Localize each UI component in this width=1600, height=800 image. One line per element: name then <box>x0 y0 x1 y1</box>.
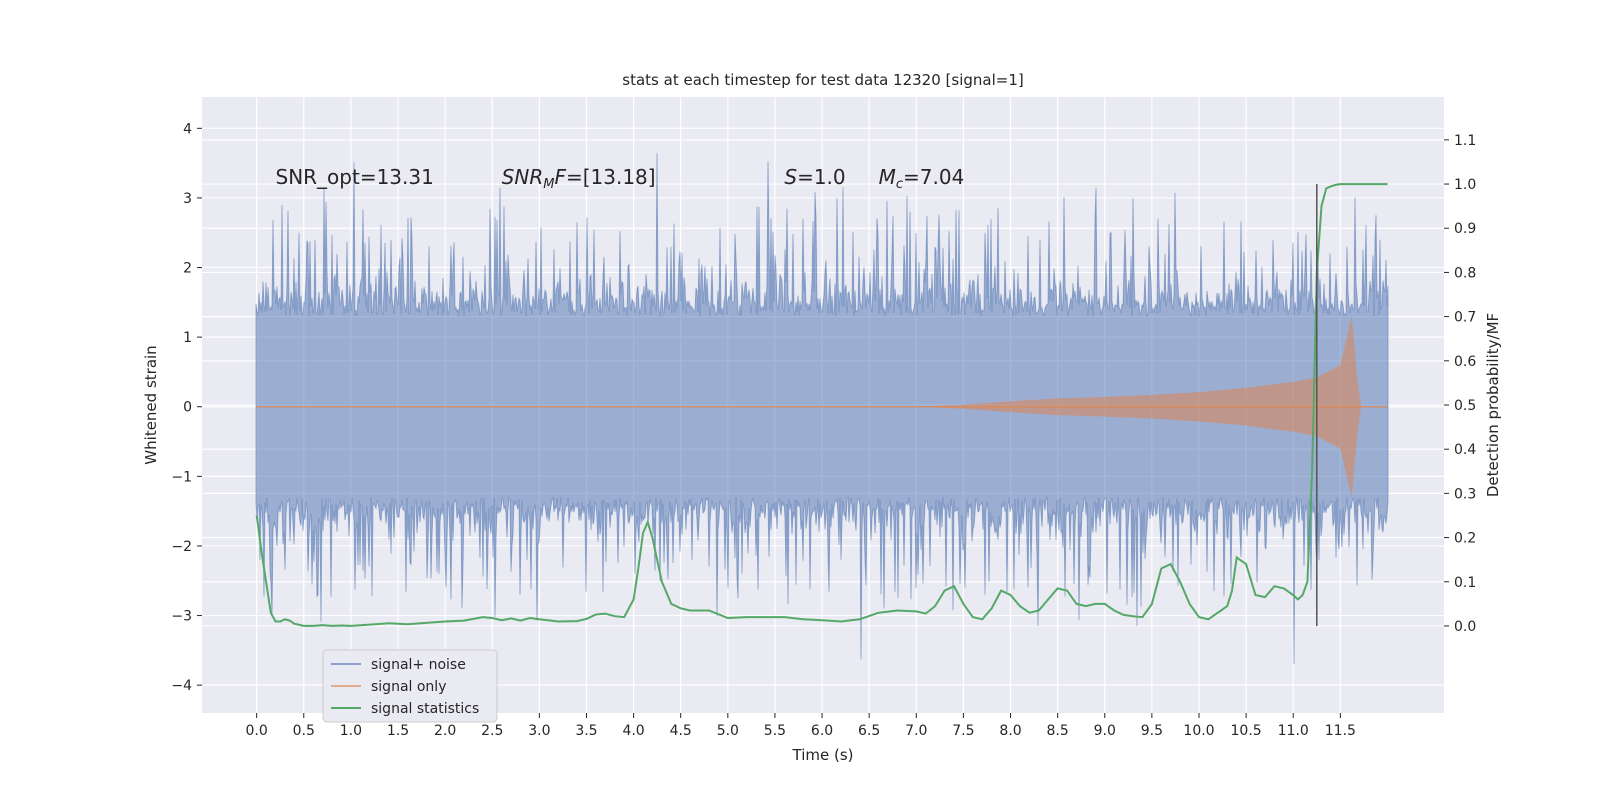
signal-statistics-line <box>255 183 1388 627</box>
x-tick-label: 7.5 <box>952 723 974 739</box>
y-right-tick-label: 0.6 <box>1454 354 1476 370</box>
x-axis-ticks: 0.0 0.5 1.0 1.5 2.0 2.5 3.0 3.5 4.0 4.5 5.0 5.5 6.0 6… <box>246 713 1356 739</box>
x-tick-label: 6.0 <box>811 723 833 739</box>
legend-box <box>322 649 498 723</box>
y-right-tick-label: 0.5 <box>1454 398 1476 414</box>
y-right-tick-label: 0.0 <box>1454 619 1476 635</box>
legend-entry-signal-statistics: signal statistics <box>371 701 479 717</box>
y-right-tick-label: 0.1 <box>1454 575 1476 591</box>
legend-entry-signal-noise: signal+ noise <box>371 657 466 673</box>
y-right-tick-label: 0.3 <box>1454 486 1476 502</box>
y-right-tick-label: 1.1 <box>1454 133 1476 149</box>
y-right-tick-label: 0.2 <box>1454 531 1476 547</box>
x-tick-label: 11.0 <box>1278 723 1309 739</box>
y-axis-right-label: Detection probability/MF <box>1484 313 1502 497</box>
y-axis-right-ticks: 1.1 1.0 0.9 0.8 0.7 0.6 0.5 0.4 0.3 0.2 0.1 0.0 <box>1444 133 1476 635</box>
y-left-tick-label: −2 <box>171 539 192 555</box>
x-tick-label: 8.5 <box>1047 723 1069 739</box>
y-left-tick-label: −1 <box>171 469 192 485</box>
x-tick-label: 3.0 <box>528 723 550 739</box>
annotation-snr-opt-text: SNR_opt=13.31 <box>276 165 434 189</box>
x-tick-label: 7.0 <box>905 723 927 739</box>
annotation-s-symbol: S <box>784 165 797 189</box>
x-tick-label: 1.5 <box>387 723 409 739</box>
y-left-tick-label: 4 <box>183 121 192 137</box>
annotation-snr-mf-value: =[13.18] <box>566 165 656 189</box>
y-right-tick-label: 0.7 <box>1454 310 1476 326</box>
y-left-tick-label: 3 <box>183 191 192 207</box>
y-axis-left-ticks: 4 3 2 1 0 −1 −2 −3 −4 <box>171 121 202 694</box>
annotation-snr-mf-f: F <box>554 165 566 189</box>
y-left-tick-label: −3 <box>171 609 192 625</box>
annotation-s: S=1.0 <box>784 165 845 189</box>
x-tick-label: 3.5 <box>575 723 597 739</box>
x-tick-label: 10.0 <box>1183 723 1214 739</box>
x-tick-label: 5.0 <box>717 723 739 739</box>
x-tick-label: 5.5 <box>764 723 786 739</box>
annotation-snr-mf-snr: SNR <box>502 165 544 189</box>
x-tick-label: 8.0 <box>999 723 1021 739</box>
legend-entry-signal-only: signal only <box>371 679 446 695</box>
signal-only-series <box>256 316 1388 498</box>
signal-noise-series <box>255 153 1389 665</box>
x-tick-label: 9.5 <box>1141 723 1163 739</box>
x-tick-label: 1.0 <box>340 723 362 739</box>
y-left-tick-label: −4 <box>171 678 192 694</box>
y-right-tick-label: 0.9 <box>1454 221 1476 237</box>
y-axis-left-label: Whitened strain <box>142 345 160 464</box>
signal-statistics-series <box>255 183 1388 627</box>
signal-noise-band <box>255 153 1389 665</box>
legend: signal+ noise signal only signal statist… <box>322 649 498 723</box>
annotation-mc-value: =7.04 <box>903 165 964 189</box>
chart-title: stats at each timestep for test data 123… <box>622 71 1023 89</box>
annotation-snr-mf: SNRMF=[13.18] <box>502 165 656 192</box>
annotation-mc: Mc=7.04 <box>879 165 965 192</box>
x-axis-label: Time (s) <box>792 746 854 764</box>
x-tick-label: 4.5 <box>670 723 692 739</box>
x-tick-label: 9.0 <box>1094 723 1116 739</box>
x-tick-label: 10.5 <box>1231 723 1262 739</box>
annotation-snr-mf-sub: M <box>543 177 554 192</box>
y-right-tick-label: 1.0 <box>1454 177 1476 193</box>
y-left-tick-label: 1 <box>183 330 192 346</box>
y-left-tick-label: 0 <box>183 400 192 416</box>
y-right-tick-label: 0.4 <box>1454 442 1476 458</box>
annotation-mc-symbol: M <box>879 165 896 189</box>
x-tick-label: 6.5 <box>858 723 880 739</box>
x-tick-label: 4.0 <box>622 723 644 739</box>
x-tick-label: 11.5 <box>1325 723 1356 739</box>
annotation-s-value: =1.0 <box>797 165 846 189</box>
annotations: SNR_opt=13.31 SNRMF=[13.18] S=1.0 Mc=7.0… <box>276 165 965 192</box>
x-tick-label: 0.5 <box>293 723 315 739</box>
y-right-tick-label: 0.8 <box>1454 265 1476 281</box>
annotation-snr-opt: SNR_opt=13.31 <box>276 165 434 189</box>
annotation-mc-sub: c <box>896 177 903 192</box>
x-tick-label: 2.5 <box>481 723 503 739</box>
x-tick-label: 2.0 <box>434 723 456 739</box>
x-tick-label: 0.0 <box>246 723 268 739</box>
y-left-tick-label: 2 <box>183 261 192 277</box>
